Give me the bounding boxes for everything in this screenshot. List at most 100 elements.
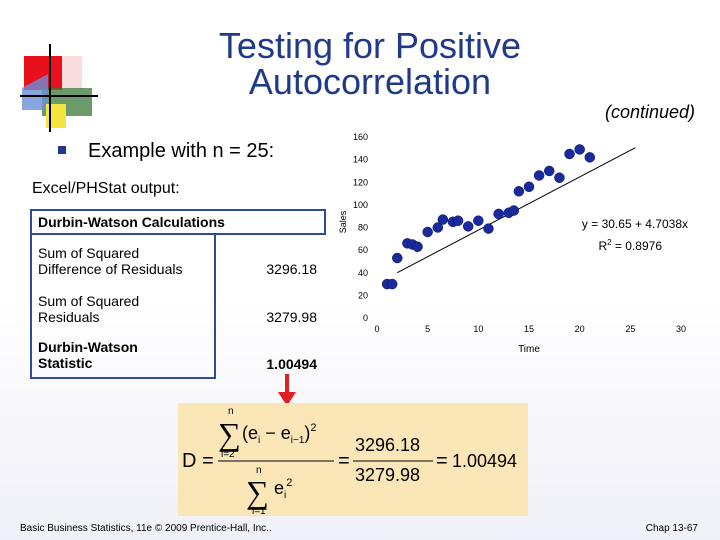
- bullet-text: Example with n = 25:: [88, 140, 275, 162]
- formula-lhs: D: [182, 450, 196, 472]
- data-point: [452, 215, 464, 226]
- y-axis-label: Sales: [338, 210, 348, 233]
- x-tick-label: 10: [473, 324, 483, 334]
- chart-axes: 0 20 40 60 80 100 120 140 160 0 5 10 15 20 25 30: [353, 132, 686, 334]
- row-label-line-2: Residuals: [38, 309, 100, 325]
- data-point: [523, 181, 535, 193]
- data-point: [554, 172, 565, 183]
- data-point: [483, 223, 494, 234]
- footer-copyright: Basic Business Statistics, 11e © 2009 Pr…: [20, 523, 272, 534]
- numerator-term: (ei − ei−1)2: [242, 422, 317, 446]
- data-point: [392, 252, 403, 264]
- row-value: 3279.98: [266, 309, 317, 325]
- table-row: Sum of Squared Difference of Residuals 3…: [30, 234, 325, 283]
- row-label: Sum of Squared Residuals: [30, 283, 216, 331]
- row-label-line-2: Statistic: [38, 355, 93, 371]
- regression-equation: y = 30.65 + 4.7038x: [582, 217, 688, 231]
- y-tick-label: 140: [353, 155, 368, 165]
- r-squared-label: R2 = 0.8976: [598, 238, 662, 253]
- row-value: 1.00494: [266, 356, 317, 372]
- slide-title: Testing for Positive Autocorrelation: [150, 28, 590, 100]
- data-point: [422, 226, 433, 238]
- y-tick-label: 100: [353, 200, 368, 210]
- r2-exponent: 2: [607, 238, 612, 247]
- data-point: [412, 241, 423, 252]
- row-value: 3296.18: [266, 261, 317, 277]
- equals-sign-2: =: [338, 450, 350, 472]
- data-point: [564, 148, 575, 160]
- x-tick-label: 30: [676, 324, 686, 334]
- data-point: [473, 215, 484, 226]
- num-exponent: 2: [310, 422, 316, 434]
- logo-pink-square: [62, 56, 82, 90]
- data-point: [386, 278, 398, 290]
- data-point: [462, 221, 474, 232]
- numerator-value: 3296.18: [355, 435, 420, 455]
- x-tick-label: 15: [524, 324, 534, 334]
- decorative-logo-graphic: [20, 44, 98, 132]
- red-arrow-shaft: [285, 374, 289, 394]
- data-point: [432, 222, 444, 233]
- denominator-term: ei2: [274, 477, 292, 501]
- y-tick-label: 40: [358, 268, 368, 278]
- den-exponent: 2: [286, 477, 292, 489]
- table-header: Durbin-Watson Calculations: [30, 209, 326, 235]
- row-label-line-2: Difference of Residuals: [38, 261, 183, 277]
- data-point: [584, 152, 596, 163]
- sum-top-num: n: [228, 406, 234, 417]
- formula-result: 1.00494: [452, 451, 517, 471]
- formula-graphic: D = n ∑ i=2 (ei − ei−1)2 n ∑ i=1 ei2 = 3…: [182, 406, 517, 516]
- durbin-watson-table: Durbin-Watson Calculations Sum of Square…: [30, 209, 326, 379]
- row-label-line-1: Durbin-Watson: [38, 339, 138, 355]
- x-tick-label: 25: [625, 324, 635, 334]
- x-tick-label: 0: [374, 324, 379, 334]
- data-point: [544, 165, 555, 177]
- scatter-chart: Sales Time 0 20 40 60 80 100 120 140 160 0 5 10 15 20…: [338, 132, 688, 355]
- num-term-e: (e: [242, 423, 258, 443]
- footer-page-number: Chap 13-67: [645, 523, 698, 534]
- y-tick-label: 20: [358, 290, 368, 300]
- row-label-line-1: Sum of Squared: [38, 245, 140, 261]
- r2-value: = 0.8976: [612, 239, 663, 253]
- red-arrow-down-icon: [278, 392, 296, 406]
- x-tick-label: 20: [575, 324, 585, 334]
- continued-label: (continued): [605, 102, 696, 122]
- den-sub-i: i: [284, 490, 286, 501]
- table-row: Sum of Squared Residuals 3279.98: [30, 283, 325, 331]
- y-tick-label: 120: [353, 177, 368, 187]
- data-point: [493, 208, 504, 220]
- sum-bottom-num: i=2: [221, 449, 235, 460]
- bullet-square-icon: [58, 146, 66, 154]
- y-tick-label: 160: [353, 132, 368, 142]
- row-label-line-1: Sum of Squared: [38, 293, 140, 309]
- num-close-paren: ): [304, 423, 310, 443]
- data-point: [513, 186, 525, 197]
- sigma-denominator-icon: ∑: [246, 474, 269, 510]
- x-axis-label: Time: [518, 344, 540, 355]
- num-sub-i-minus-1: i−1: [291, 435, 305, 446]
- row-label: Sum of Squared Difference of Residuals: [30, 234, 216, 283]
- y-tick-label: 0: [363, 313, 368, 323]
- table-row: Durbin-Watson Statistic 1.00494: [30, 331, 325, 379]
- data-point: [508, 205, 520, 216]
- sum-top-den: n: [256, 465, 262, 476]
- x-tick-label: 5: [425, 324, 430, 334]
- output-label: Excel/PHStat output:: [32, 180, 180, 197]
- y-tick-label: 80: [358, 223, 368, 233]
- data-point: [574, 144, 585, 155]
- durbin-watson-formula-box: D = n ∑ i=2 (ei − ei−1)2 n ∑ i=1 ei2 = 3…: [178, 403, 528, 516]
- logo-blue-shape: [22, 74, 48, 110]
- title-line-2: Autocorrelation: [248, 61, 492, 102]
- title-line-1: Testing for Positive: [218, 25, 522, 66]
- data-point: [533, 170, 545, 181]
- num-sub-i: i: [258, 435, 260, 446]
- data-points: [381, 144, 596, 290]
- y-tick-label: 60: [358, 245, 368, 255]
- r2-letter: R: [598, 239, 607, 253]
- equals-sign-1: =: [202, 450, 214, 472]
- denominator-value: 3279.98: [355, 465, 420, 485]
- row-label: Durbin-Watson Statistic: [30, 331, 216, 379]
- sigma-numerator-icon: ∑: [218, 416, 241, 452]
- sum-bottom-den: i=1: [252, 506, 266, 516]
- den-term-e: e: [274, 478, 284, 498]
